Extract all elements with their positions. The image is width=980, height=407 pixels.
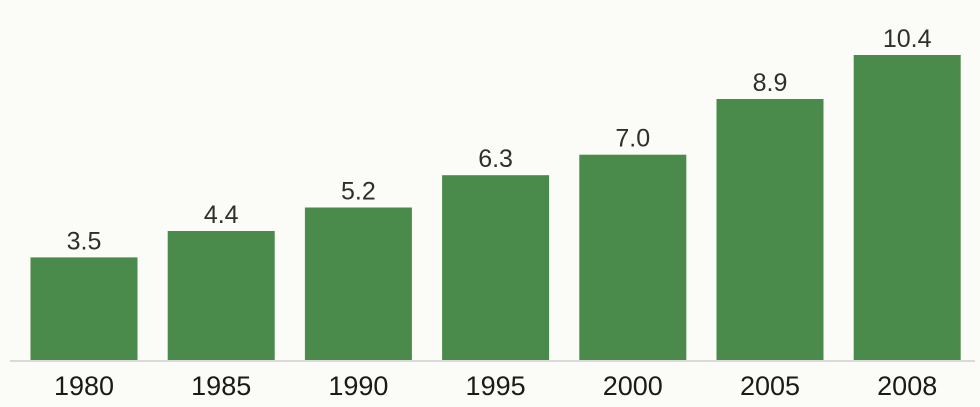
bar-1985 <box>167 231 275 360</box>
value-label-2000: 7.0 <box>615 125 650 153</box>
bar-2000 <box>579 154 687 360</box>
bar-2008 <box>853 55 961 360</box>
x-tick-label-1990: 1990 <box>328 371 388 401</box>
bar-2005 <box>716 99 824 360</box>
x-tick-label-1985: 1985 <box>191 371 251 401</box>
value-label-2008: 10.4 <box>883 25 932 53</box>
value-label-1985: 4.4 <box>204 201 239 229</box>
x-tick-label-1980: 1980 <box>54 371 114 401</box>
x-tick-labels-group: 1980 1985 1990 1995 2000 2005 2008 <box>54 371 937 401</box>
value-labels-group: 3.5 4.4 5.2 6.3 7.0 8.9 10.4 <box>67 25 932 255</box>
x-tick-label-2000: 2000 <box>603 371 663 401</box>
bar-1995 <box>442 175 550 360</box>
value-label-1990: 5.2 <box>341 178 376 206</box>
value-label-1995: 6.3 <box>478 145 513 173</box>
bar-1990 <box>304 207 412 360</box>
x-tick-label-2005: 2005 <box>740 371 800 401</box>
bars-group <box>30 55 961 360</box>
value-label-2005: 8.9 <box>753 69 788 97</box>
x-tick-label-1995: 1995 <box>466 371 526 401</box>
bar-1980 <box>30 257 138 360</box>
x-tick-label-2008: 2008 <box>877 371 937 401</box>
value-label-1980: 3.5 <box>67 227 102 255</box>
